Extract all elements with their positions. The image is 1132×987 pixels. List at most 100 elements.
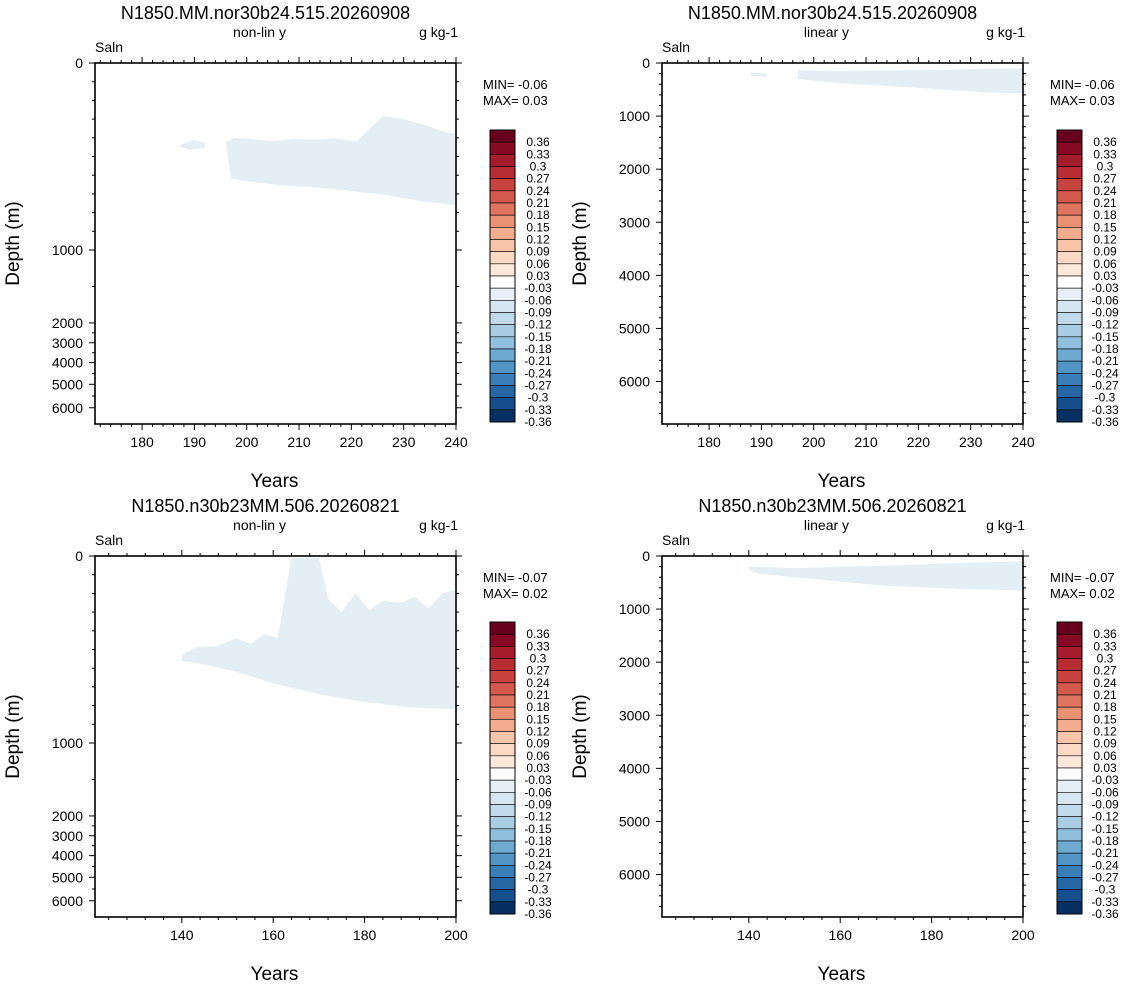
y-tick-label: 4000: [52, 848, 83, 864]
colorbar-box: [489, 154, 516, 167]
colorbar-box: [489, 767, 516, 781]
colorbar-box: [1056, 178, 1083, 192]
y-axis-label: Depth (m): [570, 201, 591, 285]
y-tick-label: 2000: [619, 161, 650, 177]
y-tick-label: 1000: [619, 601, 650, 617]
colorbar-label: -0.03: [1091, 773, 1119, 787]
colorbar-box: [1056, 646, 1083, 659]
colorbar-frame: [1056, 621, 1083, 915]
colorbar-label: -0.18: [1091, 342, 1119, 356]
colorbar-label: 0.18: [526, 208, 550, 222]
y-tick-label: 4000: [52, 355, 83, 371]
min-label: MIN= -0.06: [483, 77, 548, 92]
colorbar-label: -0.27: [1091, 379, 1119, 393]
plot-frame: [661, 555, 1024, 918]
right-string: g kg-1: [986, 517, 1025, 533]
colorbar-box: [1056, 633, 1083, 647]
x-tick-label: 230: [959, 434, 983, 450]
colorbar-label: -0.27: [1091, 871, 1119, 885]
colorbar-label: -0.09: [1091, 306, 1119, 320]
colorbar-box: [1056, 312, 1083, 325]
colorbar-label: -0.18: [1091, 834, 1119, 848]
colorbar-box: [1056, 670, 1083, 684]
colorbar-box: [489, 190, 516, 204]
left-string: Saln: [662, 39, 690, 55]
colorbar-label: -0.36: [524, 415, 552, 429]
colorbar-box: [489, 227, 516, 240]
colorbar-label: -0.33: [524, 403, 552, 417]
colorbar-label: -0.3: [1095, 883, 1116, 897]
colorbar-box: [489, 865, 516, 878]
colorbar-box: [489, 877, 516, 890]
colorbar: 0.360.330.30.270.240.210.180.150.120.090…: [1056, 621, 1119, 921]
colorbar-label: 0.33: [526, 639, 550, 653]
colorbar-label: 0.21: [1093, 688, 1117, 702]
colorbar-box: [1056, 852, 1083, 866]
colorbar-box: [489, 214, 516, 228]
colorbar-label: 0.12: [1093, 725, 1117, 739]
right-string: g kg-1: [986, 24, 1025, 40]
colorbar-box: [1056, 889, 1083, 903]
colorbar-label: -0.06: [524, 293, 552, 307]
colorbar-box: [1056, 743, 1083, 757]
colorbar-label: -0.24: [524, 366, 552, 380]
x-tick-label: 180: [697, 434, 721, 450]
colorbar-label: 0.12: [1093, 233, 1117, 247]
colorbar-box: [1056, 202, 1083, 216]
colorbar-box: [489, 141, 516, 155]
x-tick-label: 220: [907, 434, 931, 450]
colorbar-box: [1056, 731, 1083, 744]
x-tick-label: 240: [1011, 434, 1035, 450]
colorbar-box: [1056, 129, 1083, 143]
colorbar-label: -0.12: [1091, 318, 1119, 332]
colorbar-label: -0.21: [524, 846, 552, 860]
colorbar-label: 0.12: [526, 233, 550, 247]
colorbar-label: -0.36: [1091, 907, 1119, 921]
colorbar-box: [1056, 360, 1083, 374]
colorbar-label: -0.15: [524, 330, 552, 344]
colorbar-box: [489, 792, 516, 805]
y-tick-label: 6000: [619, 374, 650, 390]
x-tick-label: 180: [130, 434, 154, 450]
colorbar-box: [1056, 251, 1083, 265]
x-tick-label: 140: [170, 927, 194, 943]
chart-title: N1850.MM.nor30b24.515.20260908: [121, 3, 410, 23]
colorbar-label: 0.3: [530, 160, 547, 174]
colorbar-label: -0.27: [524, 871, 552, 885]
x-axis-label: Years: [818, 471, 866, 492]
colorbar-label: 0.36: [526, 135, 550, 149]
colorbar-label: 0.3: [1097, 160, 1114, 174]
colorbar-box: [1056, 166, 1083, 179]
colorbar-box: [1056, 227, 1083, 240]
colorbar-box: [489, 743, 516, 757]
colorbar-box: [489, 275, 516, 289]
colorbar-box: [489, 263, 516, 277]
colorbar-label: 0.36: [1093, 627, 1117, 641]
colorbar-box: [489, 719, 516, 732]
colorbar-frame: [1056, 129, 1083, 423]
colorbar-label: 0.3: [1097, 652, 1114, 666]
x-tick-label: 200: [1011, 927, 1035, 943]
colorbar: 0.360.330.30.270.240.210.180.150.120.090…: [489, 621, 552, 921]
colorbar-label: -0.24: [524, 858, 552, 872]
colorbar-box: [1056, 300, 1083, 313]
colorbar-box: [1056, 621, 1083, 635]
colorbar-label: -0.33: [524, 895, 552, 909]
x-tick-label: 160: [829, 927, 853, 943]
colorbar-label: 0.33: [1093, 147, 1117, 161]
anomaly-region: [181, 557, 457, 710]
colorbar-label: 0.36: [526, 627, 550, 641]
colorbar-box: [1056, 865, 1083, 878]
min-label: MIN= -0.07: [1050, 570, 1115, 585]
colorbar-box: [489, 166, 516, 179]
colorbar-label: -0.24: [1091, 858, 1119, 872]
colorbar-label: 0.21: [526, 688, 550, 702]
right-string: g kg-1: [419, 517, 458, 533]
center-string: non-lin y: [233, 24, 286, 40]
y-tick-label: 1000: [52, 735, 83, 751]
colorbar-box: [489, 706, 516, 720]
colorbar-label: -0.33: [1091, 403, 1119, 417]
colorbar-box: [1056, 154, 1083, 167]
colorbar-frame: [489, 621, 516, 915]
colorbar-box: [489, 646, 516, 659]
